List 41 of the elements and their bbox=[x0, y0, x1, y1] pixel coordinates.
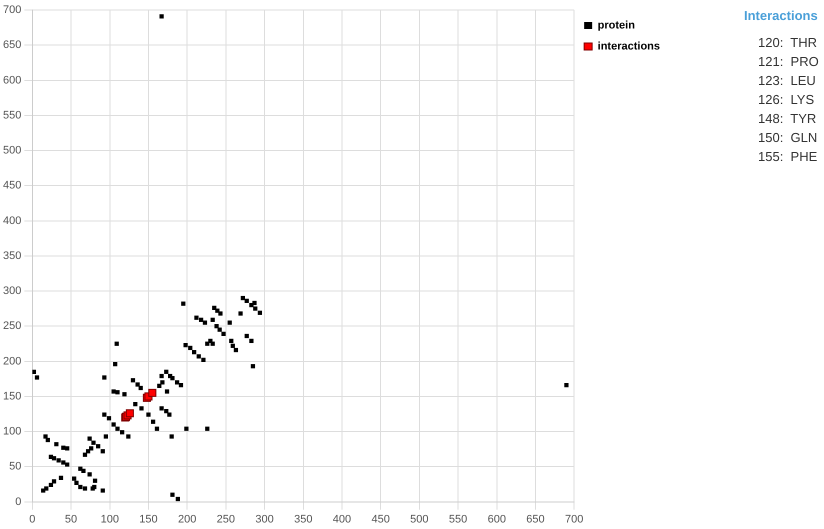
text: 123: LEU bbox=[757, 73, 817, 88]
text: 150: GLN bbox=[757, 130, 818, 145]
x-tick-label: 250 bbox=[216, 513, 236, 526]
y-tick-label: 200 bbox=[2, 355, 22, 368]
y-tick-label: 100 bbox=[2, 426, 22, 438]
y-tick-label: 400 bbox=[2, 214, 22, 227]
y-tick-label: 300 bbox=[2, 285, 22, 298]
x-tick-label: 200 bbox=[178, 513, 196, 526]
y-tick-label: 50 bbox=[9, 460, 22, 473]
y-tick-label: 650 bbox=[2, 39, 22, 52]
x-tick-label: 450 bbox=[371, 513, 390, 526]
x-tick-label: 0 bbox=[29, 513, 36, 526]
x-tick-label: 100 bbox=[100, 513, 119, 526]
x-tick-label: 500 bbox=[410, 513, 429, 526]
y-tick-label: 700 bbox=[2, 4, 22, 16]
y-tick-label: 350 bbox=[2, 250, 22, 262]
y-tick-label: 600 bbox=[2, 74, 22, 86]
text: 120: THR bbox=[757, 35, 818, 50]
x-tick-label: 650 bbox=[526, 513, 545, 526]
text: 121: PRO bbox=[757, 54, 819, 69]
x-tick-label: 350 bbox=[294, 513, 312, 526]
y-tick-label: 450 bbox=[2, 180, 22, 192]
legend-label: interactions bbox=[598, 40, 660, 53]
x-tick-label: 50 bbox=[64, 513, 78, 526]
legend-label: protein bbox=[598, 20, 636, 32]
x-tick-label: 150 bbox=[139, 513, 158, 526]
text: 155: PHE bbox=[757, 149, 818, 164]
y-tick-label: 250 bbox=[2, 320, 22, 332]
x-tick-label: 400 bbox=[332, 513, 352, 526]
text: 148: TYR bbox=[757, 111, 818, 126]
x-tick-label: 300 bbox=[255, 513, 274, 526]
x-tick-label: 700 bbox=[564, 513, 584, 526]
text: Interactions bbox=[743, 8, 819, 23]
point bbox=[148, 388, 156, 397]
y-tick-label: 0 bbox=[15, 496, 22, 508]
y-tick-label: 550 bbox=[2, 109, 22, 122]
x-tick-label: 550 bbox=[448, 513, 468, 526]
x-tick-label: 600 bbox=[488, 513, 506, 526]
text: 126: LYS bbox=[757, 92, 816, 107]
y-tick-label: 500 bbox=[2, 144, 22, 157]
y-tick-label: 150 bbox=[2, 390, 22, 402]
